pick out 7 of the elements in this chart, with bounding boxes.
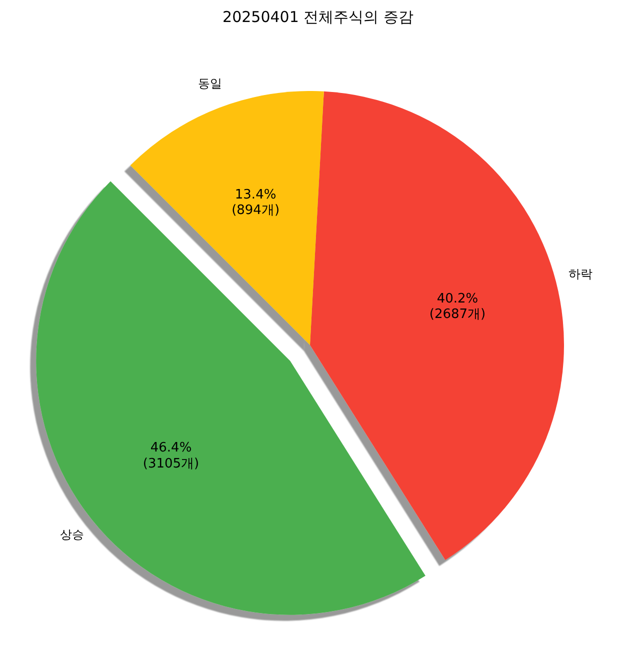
value-label: 13.4% (894개) (232, 187, 280, 218)
value-label: 40.2% (2687개) (429, 292, 486, 322)
category-label: 하락 (568, 267, 592, 282)
title: 20250401 전체주식의 증감 (222, 8, 414, 26)
category-label: 동일 (198, 76, 222, 90)
value-label: 46.4% (3105개) (142, 440, 200, 472)
category-label: 상승 (60, 527, 84, 542)
